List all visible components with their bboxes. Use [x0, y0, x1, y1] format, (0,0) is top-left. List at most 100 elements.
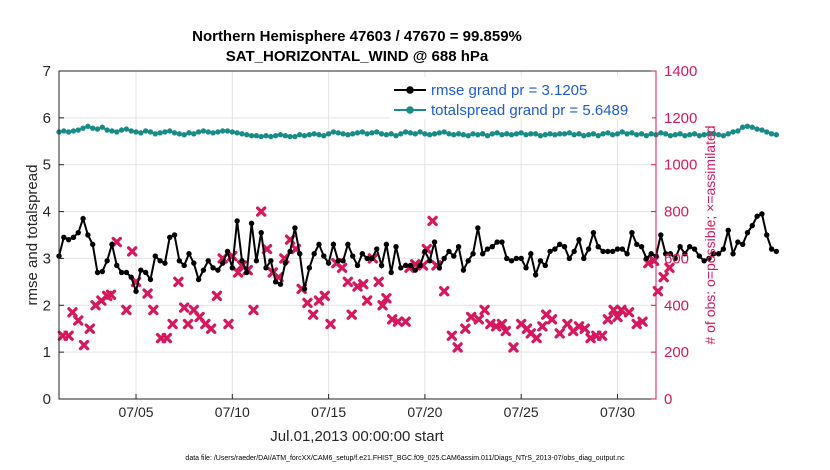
series-point	[479, 251, 486, 257]
series-point	[412, 131, 418, 137]
obs-point	[637, 316, 648, 327]
series-point	[542, 132, 548, 138]
series-point	[292, 225, 298, 231]
series-point	[258, 229, 264, 236]
series-point	[720, 246, 727, 252]
series-point	[75, 229, 81, 236]
series-point	[253, 258, 260, 264]
series-point	[210, 130, 216, 136]
series-point	[629, 229, 635, 236]
legend-rmse-marker	[406, 86, 414, 94]
series-point	[484, 132, 491, 139]
series-point	[191, 131, 197, 137]
y-tick-label-left: 4	[43, 204, 51, 221]
obs-point	[554, 328, 565, 339]
series-point	[557, 241, 563, 248]
obs-point	[602, 314, 614, 325]
obs-point	[142, 288, 153, 299]
series-point	[412, 267, 418, 273]
series-point	[436, 130, 443, 136]
series-point	[600, 131, 606, 137]
series-point	[581, 132, 587, 139]
series-point	[359, 129, 366, 135]
series-point	[552, 132, 558, 138]
obs-point	[73, 315, 84, 326]
series-point	[359, 251, 366, 257]
series-point	[282, 260, 288, 266]
series-point	[518, 255, 524, 262]
plot-background	[59, 71, 656, 399]
obs-point	[78, 339, 90, 351]
rmse-series	[56, 211, 780, 295]
series-point	[200, 128, 207, 134]
obs-point	[126, 246, 138, 257]
series-point	[123, 126, 130, 132]
series-point	[691, 246, 698, 252]
series-point	[532, 131, 539, 137]
series-point	[354, 130, 361, 136]
series-point	[345, 241, 351, 248]
obs-point	[84, 323, 96, 334]
series-point	[759, 127, 765, 133]
obs-point	[105, 289, 117, 300]
obs-point	[121, 304, 132, 316]
series-point	[340, 258, 346, 264]
chart-subtitle: SAT_HORIZONTAL_WIND @ 688 hPa	[226, 48, 489, 65]
series-line	[58, 212, 777, 295]
series-point	[393, 244, 399, 250]
series-point	[489, 131, 496, 137]
series-point	[730, 251, 736, 257]
series-point	[465, 132, 471, 139]
series-point	[272, 132, 279, 139]
series-point	[696, 253, 703, 259]
series-point	[566, 130, 573, 136]
series-point	[181, 262, 187, 269]
series-point	[585, 132, 592, 138]
series-point	[427, 258, 433, 264]
series-point	[109, 128, 115, 134]
series-point	[219, 128, 226, 134]
series-point	[711, 251, 717, 257]
series-point	[114, 129, 120, 135]
series-point	[123, 269, 130, 276]
series-point	[369, 255, 375, 262]
obs-point	[508, 342, 519, 353]
series-point	[118, 269, 125, 276]
series-point	[701, 132, 707, 138]
chart-title: Northern Hemisphere 47603 / 47670 = 99.8…	[192, 28, 522, 45]
y-tick-label-left: 7	[43, 63, 51, 80]
obs-point	[438, 286, 450, 297]
obs-point	[148, 304, 159, 316]
obs-point	[377, 300, 388, 311]
series-point	[94, 126, 101, 132]
series-point	[75, 127, 81, 133]
footer-data-file: data file: /Users/raeder/DAI/ATM_forcXX/…	[185, 455, 625, 462]
x-axis-label: Jul.01,2013 00:00:00 start	[270, 428, 444, 445]
obs-point	[373, 276, 384, 288]
series-point	[229, 129, 236, 135]
series-point	[90, 125, 96, 131]
series-point	[374, 246, 380, 252]
series-point	[114, 262, 120, 269]
obs-point	[161, 332, 173, 344]
series-point	[662, 251, 669, 257]
y-tick-label-right: 800	[664, 204, 689, 221]
series-point	[94, 269, 101, 276]
series-point	[152, 253, 158, 259]
series-point	[528, 251, 534, 257]
series-point	[422, 248, 428, 255]
series-point	[658, 232, 664, 238]
series-point	[200, 267, 207, 273]
series-point	[571, 132, 577, 138]
obs-point	[579, 323, 590, 334]
series-point	[634, 132, 640, 138]
legend-spread-label: totalspread grand pr = 5.6489	[431, 102, 628, 119]
series-point	[191, 260, 197, 266]
series-point	[195, 129, 202, 135]
obs-point	[173, 276, 184, 288]
obs-point	[67, 307, 78, 318]
series-point	[383, 132, 390, 138]
obs-point	[63, 330, 74, 341]
obs-point	[479, 304, 490, 316]
series-point	[422, 131, 428, 137]
